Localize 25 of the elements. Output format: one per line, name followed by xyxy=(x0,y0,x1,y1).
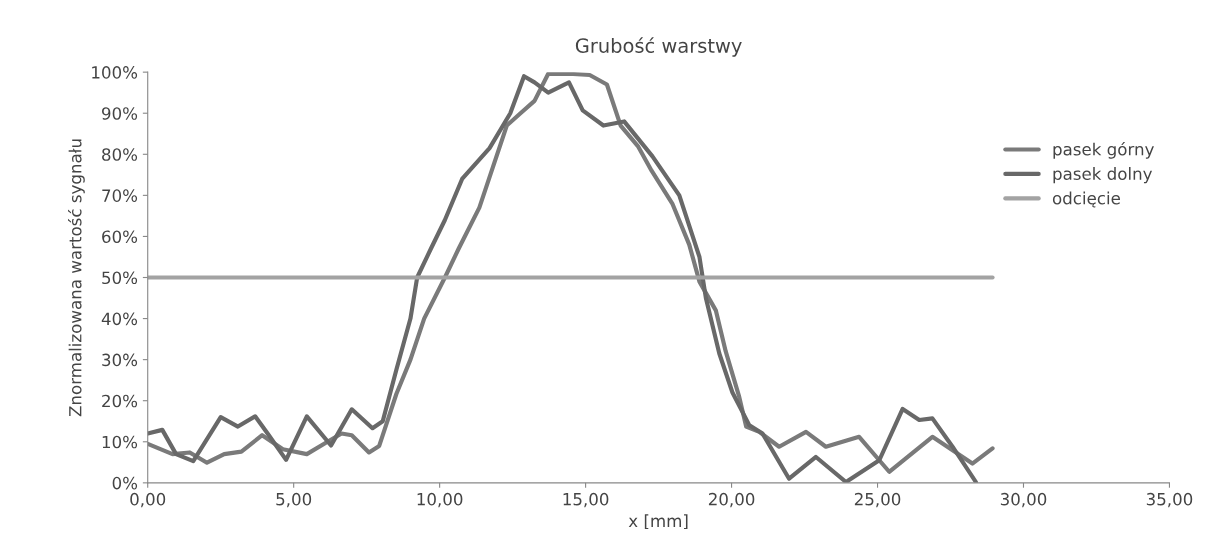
x-tick-label: 0,00 xyxy=(130,492,166,508)
chart-title: Grubość warstwy xyxy=(575,37,742,57)
y-tick-label: 30% xyxy=(102,353,138,367)
y-tick-label: 70% xyxy=(102,189,138,202)
x-tick-label: 15,00 xyxy=(563,492,609,508)
y-tick-label: 100% xyxy=(92,66,138,79)
y-tick-label: 80% xyxy=(102,148,138,161)
x-tick-label: 5,00 xyxy=(276,492,312,508)
y-tick-label: 0% xyxy=(112,476,138,490)
legend-label: odcięcie xyxy=(1052,191,1120,208)
y-axis-title: Znormalizowana wartość sygnału xyxy=(68,139,85,417)
x-tick-label: 25,00 xyxy=(854,492,901,508)
y-tick-label: 90% xyxy=(102,107,138,120)
legend-label: pasek górny xyxy=(1053,141,1154,159)
y-tick-label: 40% xyxy=(101,312,138,326)
x-tick-label: 35,00 xyxy=(1146,492,1193,508)
x-axis-title: x [mm] xyxy=(628,514,688,530)
x-tick-label: 20,00 xyxy=(708,492,755,508)
y-tick-label: 50% xyxy=(102,271,138,285)
x-tick-label: 30,00 xyxy=(1000,492,1047,508)
y-tick-label: 60% xyxy=(102,230,138,243)
x-tick-label: 10,00 xyxy=(417,492,463,508)
y-tick-label: 10% xyxy=(102,435,138,449)
y-tick-label: 20% xyxy=(102,394,138,408)
legend-label: pasek dolny xyxy=(1053,167,1153,184)
